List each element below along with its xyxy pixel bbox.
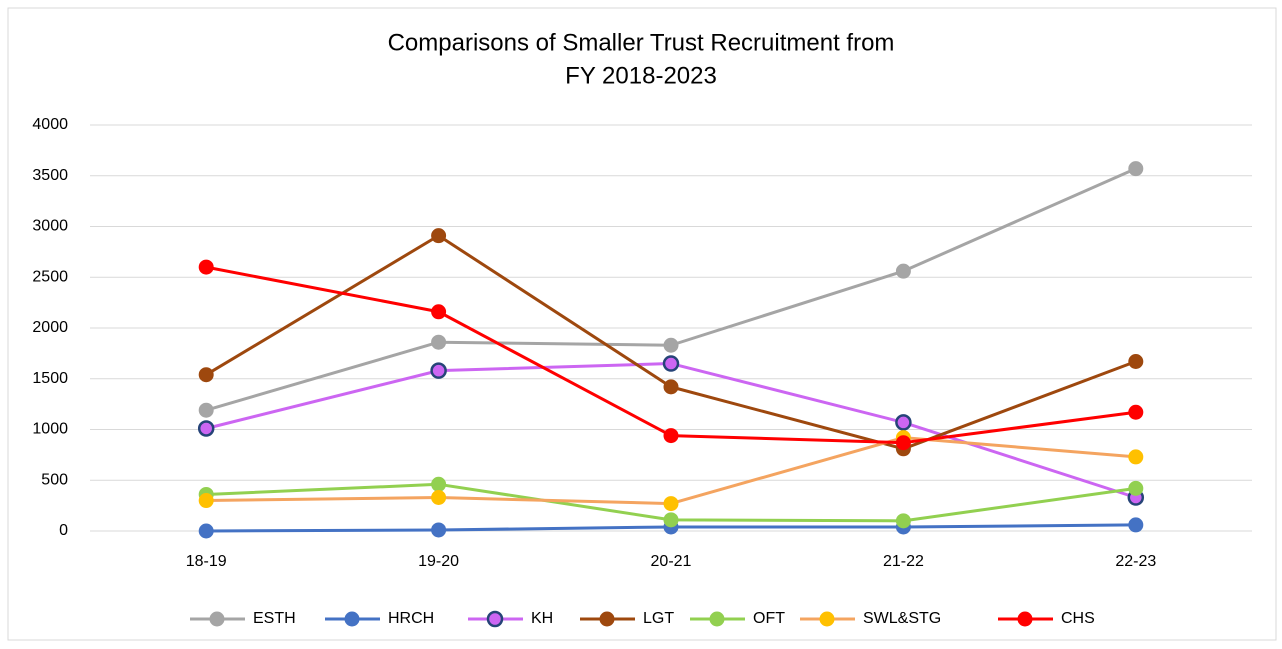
data-point: [431, 334, 447, 350]
legend-label: LGT: [643, 610, 674, 627]
data-point: [1128, 404, 1144, 420]
x-tick-label: 18-19: [186, 553, 227, 570]
data-point: [1128, 517, 1144, 533]
data-point: [663, 496, 679, 512]
y-tick-label: 1000: [32, 421, 68, 438]
data-point: [198, 402, 214, 418]
data-point: [663, 337, 679, 353]
y-tick-label: 2000: [32, 319, 68, 336]
x-tick-label: 22-23: [1115, 553, 1156, 570]
data-point: [197, 420, 215, 437]
data-point: [198, 493, 214, 509]
legend-label: OFT: [753, 610, 785, 627]
y-tick-label: 500: [41, 471, 68, 488]
data-point: [895, 435, 911, 451]
data-point: [1128, 353, 1144, 369]
legend-marker: [709, 611, 725, 627]
legend-label: HRCH: [388, 610, 434, 627]
data-point: [431, 304, 447, 320]
data-point: [198, 523, 214, 539]
legend-label: SWL&STG: [863, 610, 941, 627]
data-point: [663, 379, 679, 395]
x-tick-label: 21-22: [883, 553, 924, 570]
data-point: [431, 228, 447, 244]
chart-title: Comparisons of Smaller Trust Recruitment…: [388, 29, 895, 56]
data-point: [1128, 480, 1144, 496]
data-point: [431, 476, 447, 492]
chart-frame: [7, 7, 1277, 641]
data-point: [198, 367, 214, 383]
data-point: [198, 259, 214, 275]
data-point: [895, 513, 911, 529]
legend-label: ESTH: [253, 610, 296, 627]
legend-marker: [344, 611, 360, 627]
y-tick-label: 3500: [32, 167, 68, 184]
data-point: [431, 522, 447, 538]
y-tick-label: 1500: [32, 370, 68, 387]
data-point: [662, 355, 680, 372]
legend-marker: [599, 611, 615, 627]
y-tick-label: 2500: [32, 268, 68, 285]
x-tick-label: 20-21: [651, 553, 692, 570]
data-point: [895, 414, 912, 431]
data-point: [895, 263, 911, 279]
chart-title: FY 2018-2023: [565, 62, 717, 89]
data-point: [431, 490, 447, 506]
legend-marker: [1017, 611, 1033, 627]
legend-label: CHS: [1061, 610, 1095, 627]
legend-marker: [209, 611, 225, 627]
data-point: [430, 362, 447, 379]
data-point: [1128, 161, 1144, 177]
legend-label: KH: [531, 610, 553, 627]
y-tick-label: 3000: [32, 218, 68, 235]
y-tick-label: 4000: [32, 116, 68, 133]
data-point: [663, 428, 679, 444]
legend-marker: [819, 611, 835, 627]
data-point: [1128, 449, 1144, 465]
x-tick-label: 19-20: [418, 553, 459, 570]
legend-marker: [486, 610, 504, 628]
y-tick-label: 0: [59, 522, 68, 539]
data-point: [663, 512, 679, 528]
